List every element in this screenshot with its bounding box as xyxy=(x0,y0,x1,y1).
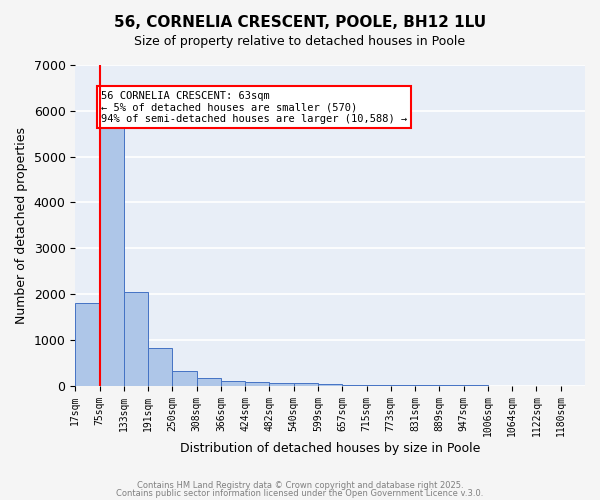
Text: Contains HM Land Registry data © Crown copyright and database right 2025.: Contains HM Land Registry data © Crown c… xyxy=(137,481,463,490)
Bar xyxy=(294,384,318,386)
Bar xyxy=(100,120,124,386)
Text: 56 CORNELIA CRESCENT: 63sqm
← 5% of detached houses are smaller (570)
94% of sem: 56 CORNELIA CRESCENT: 63sqm ← 5% of deta… xyxy=(101,90,407,124)
Bar xyxy=(75,303,100,386)
Bar xyxy=(197,378,221,386)
Bar xyxy=(367,385,391,386)
X-axis label: Distribution of detached houses by size in Poole: Distribution of detached houses by size … xyxy=(180,442,481,455)
Text: Contains public sector information licensed under the Open Government Licence v.: Contains public sector information licen… xyxy=(116,488,484,498)
Bar xyxy=(342,384,367,386)
Bar xyxy=(318,384,342,386)
Bar xyxy=(148,348,172,386)
Bar xyxy=(172,371,197,386)
Bar xyxy=(221,381,245,386)
Bar xyxy=(245,382,269,386)
Y-axis label: Number of detached properties: Number of detached properties xyxy=(15,127,28,324)
Bar xyxy=(124,292,148,386)
Text: Size of property relative to detached houses in Poole: Size of property relative to detached ho… xyxy=(134,35,466,48)
Text: 56, CORNELIA CRESCENT, POOLE, BH12 1LU: 56, CORNELIA CRESCENT, POOLE, BH12 1LU xyxy=(114,15,486,30)
Bar xyxy=(269,384,294,386)
